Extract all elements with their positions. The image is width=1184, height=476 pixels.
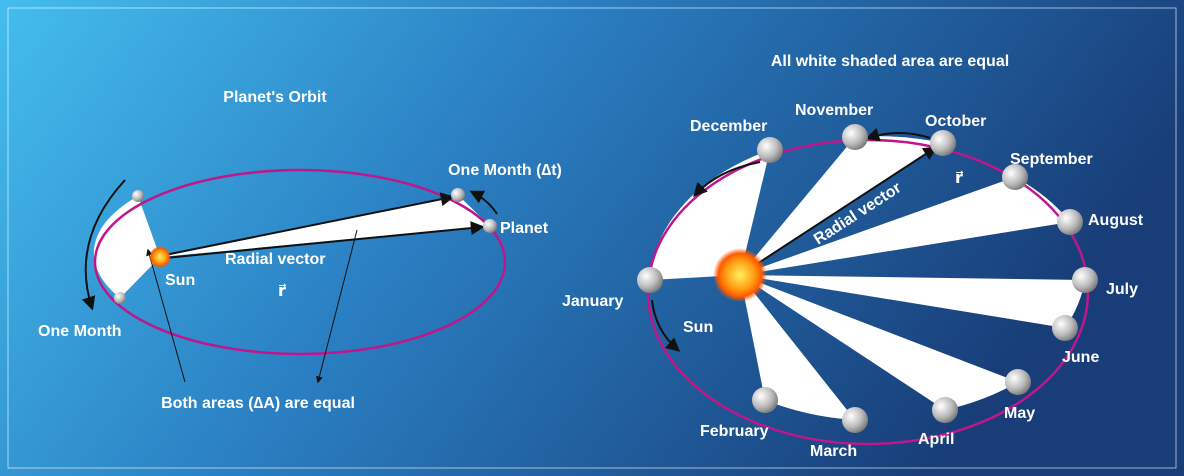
- planet: [1052, 315, 1078, 341]
- month-label: March: [810, 443, 857, 460]
- label: Planet: [500, 220, 549, 237]
- month-label: September: [1010, 151, 1093, 168]
- planet: [114, 292, 126, 304]
- label: One Month: [38, 323, 122, 340]
- planet: [752, 387, 778, 413]
- label: r⃗: [278, 283, 287, 300]
- month-label: May: [1004, 405, 1035, 422]
- planet: [132, 190, 144, 202]
- sun: [149, 246, 171, 268]
- month-label: July: [1106, 281, 1138, 298]
- planet: [1057, 209, 1083, 235]
- label: Radial vector: [225, 251, 325, 268]
- label: Sun: [165, 272, 195, 289]
- month-label: November: [795, 102, 873, 119]
- month-label: April: [918, 431, 954, 448]
- planet: [930, 130, 956, 156]
- planet: [451, 188, 465, 202]
- label: Both areas (∆A) are equal: [161, 395, 355, 412]
- month-label: December: [690, 118, 767, 135]
- label: Sun: [683, 319, 713, 336]
- month-label: October: [925, 113, 986, 130]
- month-label: August: [1088, 212, 1144, 229]
- planet: [483, 219, 497, 233]
- title: Planet's Orbit: [223, 89, 327, 106]
- label: One Month (∆t): [448, 162, 562, 179]
- planet: [842, 124, 868, 150]
- month-label: January: [562, 293, 623, 310]
- planet: [1005, 369, 1031, 395]
- sun: [713, 248, 767, 302]
- planet: [637, 267, 663, 293]
- planet: [842, 407, 868, 433]
- month-label: June: [1062, 349, 1099, 366]
- planet: [757, 137, 783, 163]
- month-label: February: [700, 423, 769, 440]
- label: r⃗: [955, 170, 964, 187]
- title: All white shaded area are equal: [771, 53, 1009, 70]
- diagram: Planet's Orbit One Month (∆t) Planet Sun…: [0, 0, 1184, 476]
- planet: [1072, 267, 1098, 293]
- planet: [932, 397, 958, 423]
